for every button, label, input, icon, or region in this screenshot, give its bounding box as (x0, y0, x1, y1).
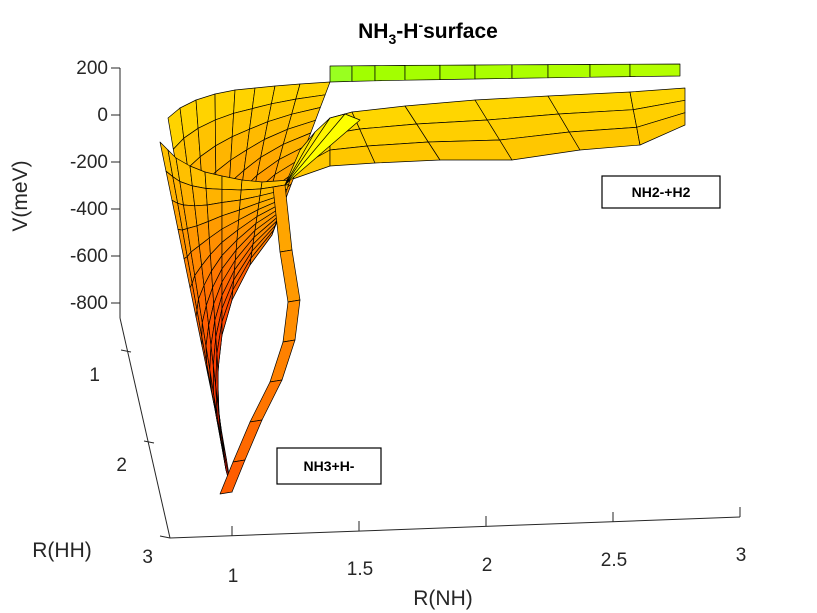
surface-patch (249, 379, 283, 423)
z-tick-label: -200 (70, 152, 108, 173)
x-tick-label: 2.5 (601, 550, 627, 571)
axes (119, 68, 741, 539)
y-tick-label: 3 (142, 547, 153, 568)
z-tick-labels: 200 0 -200 -400 -600 -800 (70, 58, 108, 314)
surface-patch (269, 339, 296, 383)
z-tick-label: 200 (76, 58, 108, 79)
surface-patch (191, 185, 208, 207)
surface-patch (511, 64, 549, 79)
surface-patch (416, 119, 501, 143)
y-tick-mark (143, 440, 155, 444)
surface-patch (636, 112, 686, 146)
surface-patch (474, 64, 513, 80)
annotation-text: NH3+H- (304, 458, 355, 474)
surface-patch (219, 459, 246, 495)
surface-patch (351, 65, 376, 82)
y-axis-label: R(HH) (32, 539, 91, 562)
chart-title: NH3-H-surface (358, 17, 498, 47)
x-tick-label: 3 (736, 545, 747, 566)
z-tick-label: -800 (70, 293, 108, 314)
x-tick-label: 1 (228, 566, 239, 587)
y-tick-label: 1 (89, 365, 100, 386)
surface-patch (279, 249, 301, 303)
surface-patch (284, 113, 361, 186)
surface-patch (232, 419, 263, 463)
surface-patch (547, 64, 591, 79)
z-axis-label: V(meV) (9, 160, 32, 231)
surface-patch (629, 63, 681, 77)
annotation-box (276, 447, 382, 485)
y-tick-mark (159, 535, 171, 539)
z-tick-label: -600 (70, 246, 108, 267)
z-tick-label: 0 (97, 105, 108, 126)
x-tick-label: 1.5 (347, 559, 373, 580)
surface-patch (329, 65, 353, 83)
surface-patch (374, 65, 406, 82)
surface-patch (366, 141, 441, 164)
x-tick-label: 2 (482, 555, 493, 576)
x-axis-line (169, 516, 741, 539)
annotation-box (601, 175, 721, 209)
annotation-nh2-h2: NH2-+H2 (601, 175, 721, 209)
potential-surface (159, 63, 686, 495)
y-tick-labels: 1 2 3 (89, 365, 153, 568)
surface-patch (282, 299, 301, 343)
surface-patch (427, 139, 513, 161)
annotation-nh3-h: NH3+H- (276, 447, 382, 485)
surface-patch (329, 145, 376, 167)
surface-patch (439, 64, 476, 80)
y-axis-line (119, 317, 171, 539)
y-tick-label: 2 (116, 455, 127, 476)
annotation-text: NH2-+H2 (632, 184, 691, 200)
y-tick-mark (120, 349, 132, 353)
surface-patch (249, 230, 274, 266)
x-tick-labels: 1 1.5 2 2.5 3 (228, 545, 747, 587)
x-axis-label: R(NH) (413, 587, 472, 610)
surface-patch (205, 188, 223, 206)
surface-patch (589, 63, 631, 78)
surface-patch (404, 64, 441, 81)
surface-patch (240, 179, 263, 191)
tick-marks (111, 67, 741, 539)
z-tick-label: -400 (70, 199, 108, 220)
